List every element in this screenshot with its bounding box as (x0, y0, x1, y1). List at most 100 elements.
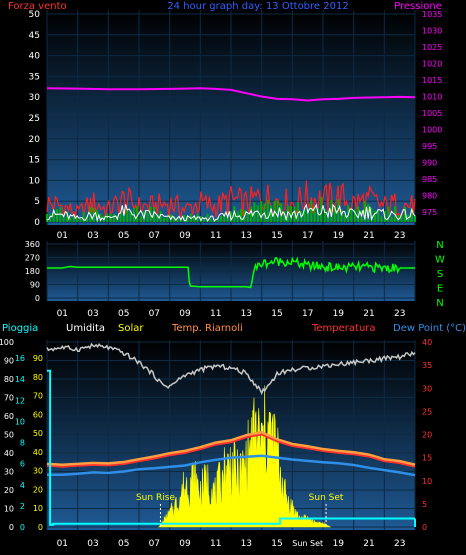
wind-gust-line (46, 180, 416, 219)
x-tick-label-19: 19 (333, 231, 345, 241)
x-tick-label-15: 15 (271, 309, 282, 319)
rain-tick-10: 10 (15, 417, 25, 426)
x-tick-label-17: Sun Set (292, 539, 323, 548)
solar-tick-60: 60 (33, 410, 43, 419)
rain-tick-16: 16 (15, 354, 25, 363)
compass-label-1: W (435, 255, 445, 266)
x-tick-label-09: 09 (179, 309, 191, 319)
pressure-tick-1010: 1010 (422, 93, 442, 102)
wind-tick-30: 30 (29, 93, 41, 103)
x-tick-label-19: 19 (333, 309, 345, 319)
solar-tick-10: 10 (33, 504, 43, 513)
pressure-axis: 975 980 985 990 995 1000 1005 1010 1015 1020 1025 1… (422, 10, 442, 217)
rain-tick-0: 0 (20, 523, 25, 532)
humidity-tick-30: 30 (4, 468, 14, 477)
humidity-tick-80: 80 (4, 375, 14, 384)
x-tick-label-09: 09 (179, 539, 191, 549)
humidity-tick-60: 60 (4, 412, 14, 421)
legend-temperature: Temperatura (311, 323, 376, 334)
compass-label-4: N (436, 298, 443, 309)
humidity-tick-0: 0 (9, 523, 14, 532)
temperature-panel: 0102030405060708090100024681012141601020… (0, 323, 466, 549)
x-tick-label-13: 13 (241, 231, 252, 241)
temp-tick-30: 30 (422, 384, 432, 393)
temp-tick-10: 10 (422, 477, 432, 486)
direction-tick-270: 270 (25, 254, 40, 263)
pressure-tick-1020: 1020 (422, 60, 442, 69)
humidity-tick-50: 50 (4, 431, 14, 440)
x-tick-label-15: 15 (271, 231, 282, 241)
rain-tick-12: 12 (15, 396, 25, 405)
x-tick-label-11: 11 (210, 309, 221, 319)
rain-tick-2: 2 (20, 502, 25, 511)
x-tick-label-15: 15 (271, 539, 282, 549)
solar-tick-90: 90 (33, 354, 43, 363)
temp-tick-15: 15 (422, 454, 432, 463)
wind-average-line (46, 203, 416, 223)
x-tick-label-03: 03 (87, 539, 98, 549)
temperature-x-axis: 01 03 05 07 09 11 13 15 Sun Set 19 21 23 (57, 539, 406, 549)
dew-point-line (47, 454, 416, 477)
temp-tick-35: 35 (422, 361, 432, 370)
rain-tick-4: 4 (20, 481, 25, 490)
temp-tick-5: 5 (422, 500, 427, 509)
temperature-line (46, 433, 416, 468)
pressure-tick-1035: 1035 (422, 10, 442, 19)
x-tick-label-13: 13 (241, 309, 252, 319)
temperature-legend: Pioggia Umidita Solar Temp. Riarnoli Tempera… (2, 323, 466, 334)
x-tick-label-21: 21 (363, 231, 374, 241)
humidity-line (46, 342, 416, 396)
x-tick-label-19: 19 (333, 539, 345, 549)
wind-tick-5: 5 (34, 197, 40, 207)
solar-tick-20: 20 (33, 485, 43, 494)
x-tick-label-23: 23 (394, 309, 405, 319)
humidity-tick-100: 100 (0, 338, 14, 347)
rain-line (47, 369, 415, 526)
wind-direction-bars (46, 197, 416, 222)
compass-label-3: E (437, 284, 443, 295)
direction-tick-360: 360 (25, 240, 40, 249)
x-tick-label-11: 11 (210, 539, 221, 549)
pressure-tick-1015: 1015 (422, 76, 442, 85)
pressure-legend: Pressione (394, 1, 442, 12)
pressure-tick-1000: 1000 (422, 126, 442, 135)
x-tick-label-23: 23 (394, 231, 405, 241)
x-tick-label-05: 05 (118, 309, 129, 319)
temp-riarnoli-line (46, 431, 416, 467)
humidity-tick-90: 90 (4, 357, 14, 366)
pressure-tick-980: 980 (422, 192, 437, 201)
sun-rise-label: Sun Rise (136, 493, 175, 503)
x-tick-label-21: 21 (363, 539, 374, 549)
x-tick-label-07: 07 (149, 309, 160, 319)
x-tick-label-23: 23 (394, 539, 405, 549)
wind-direction-series (47, 256, 415, 289)
pressure-tick-985: 985 (422, 175, 437, 184)
wind-direction-axis: 0 90 180 270 360 (25, 240, 40, 303)
x-tick-label-07: 07 (149, 231, 160, 241)
rain-tick-6: 6 (20, 460, 25, 469)
wind-tick-40: 40 (29, 52, 41, 62)
wind-speed-legend: Forza vento (8, 1, 67, 12)
legend-dew-point: Dew Point (°C) (393, 323, 466, 334)
temp-tick-25: 25 (422, 407, 432, 416)
x-tick-label-05: 05 (118, 539, 129, 549)
solar-tick-50: 50 (33, 429, 43, 438)
x-tick-label-17: 17 (302, 309, 313, 319)
temperature-axes: 0102030405060708090100024681012141601020… (0, 338, 432, 532)
humidity-tick-20: 20 (4, 486, 14, 495)
wind-tick-10: 10 (29, 176, 41, 186)
wind-direction-x-axis: 01 03 05 07 09 11 13 15 17 19 21 23 (57, 309, 406, 319)
wind-direction-grid (46, 241, 416, 301)
humidity-tick-70: 70 (4, 394, 14, 403)
legend-rain: Pioggia (2, 323, 38, 334)
temperature-grid (46, 340, 416, 530)
pressure-tick-1025: 1025 (422, 43, 442, 52)
wind-pressure-series (46, 87, 416, 223)
temp-tick-20: 20 (422, 431, 432, 440)
pressure-tick-975: 975 (422, 208, 437, 217)
wind-tick-35: 35 (29, 72, 40, 82)
wind-tick-25: 25 (29, 114, 40, 124)
